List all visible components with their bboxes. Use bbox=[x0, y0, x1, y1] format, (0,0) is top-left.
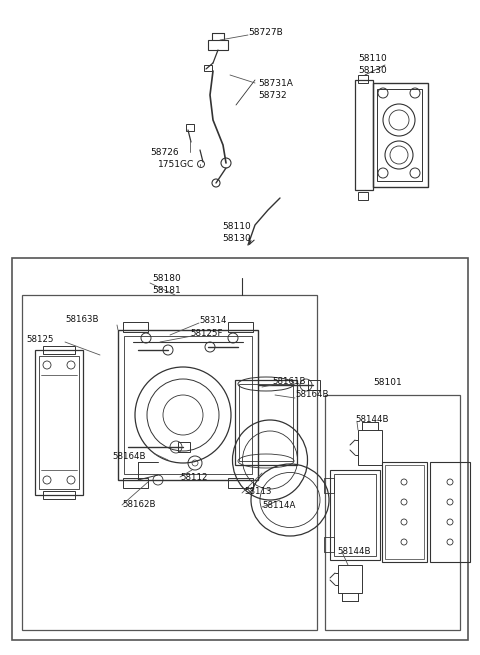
Text: 58110: 58110 bbox=[222, 222, 251, 231]
Text: 58181: 58181 bbox=[152, 286, 181, 295]
Bar bbox=[186, 124, 194, 131]
Text: 58180: 58180 bbox=[152, 274, 181, 283]
Bar bbox=[385, 465, 424, 559]
Text: 58314: 58314 bbox=[199, 316, 227, 325]
Bar bbox=[228, 478, 253, 488]
Text: 58732: 58732 bbox=[258, 91, 287, 100]
Text: 58125F: 58125F bbox=[190, 329, 223, 338]
Text: 58164B: 58164B bbox=[112, 452, 145, 461]
Bar bbox=[330, 470, 380, 560]
Bar bbox=[373, 83, 428, 187]
Bar bbox=[35, 350, 83, 495]
Bar bbox=[123, 478, 148, 488]
Bar bbox=[324, 478, 334, 493]
Bar bbox=[239, 384, 293, 461]
Text: 58101: 58101 bbox=[373, 378, 402, 387]
Bar bbox=[334, 474, 376, 556]
Bar bbox=[123, 322, 148, 332]
Text: 58130: 58130 bbox=[358, 66, 387, 75]
Bar bbox=[22, 295, 317, 630]
Bar bbox=[118, 330, 258, 480]
Bar bbox=[430, 462, 470, 562]
Bar bbox=[43, 346, 75, 354]
Bar bbox=[124, 336, 252, 474]
Bar bbox=[358, 192, 368, 200]
Bar bbox=[377, 89, 422, 181]
Bar bbox=[204, 65, 212, 71]
Text: 58726: 58726 bbox=[150, 148, 179, 157]
Text: 58731A: 58731A bbox=[258, 79, 293, 88]
Text: 58144B: 58144B bbox=[337, 547, 371, 556]
Bar bbox=[178, 442, 190, 452]
Text: 58114A: 58114A bbox=[262, 501, 295, 510]
Text: 58161B: 58161B bbox=[272, 377, 305, 386]
Bar bbox=[228, 322, 253, 332]
Bar bbox=[382, 462, 427, 562]
Text: 58727B: 58727B bbox=[248, 28, 283, 37]
Text: 58125: 58125 bbox=[26, 335, 53, 344]
Bar bbox=[355, 80, 373, 190]
Text: 58112: 58112 bbox=[180, 473, 207, 482]
Bar bbox=[325, 395, 460, 630]
Bar bbox=[43, 491, 75, 499]
Bar bbox=[358, 75, 368, 83]
Text: 58164B: 58164B bbox=[295, 390, 328, 399]
Text: 58144B: 58144B bbox=[355, 415, 388, 424]
Text: 58113: 58113 bbox=[244, 487, 272, 496]
Bar bbox=[308, 380, 320, 390]
Text: 58130: 58130 bbox=[222, 234, 251, 243]
Bar bbox=[324, 537, 334, 552]
Text: 58110: 58110 bbox=[358, 54, 387, 63]
Bar bbox=[338, 565, 362, 593]
Bar bbox=[358, 430, 382, 465]
Bar bbox=[208, 40, 228, 50]
Bar bbox=[39, 356, 79, 489]
Text: 1751GC: 1751GC bbox=[158, 160, 194, 169]
Bar bbox=[235, 380, 297, 465]
Text: 58163B: 58163B bbox=[65, 315, 98, 324]
Text: 58162B: 58162B bbox=[122, 500, 156, 509]
Bar bbox=[12, 258, 468, 640]
